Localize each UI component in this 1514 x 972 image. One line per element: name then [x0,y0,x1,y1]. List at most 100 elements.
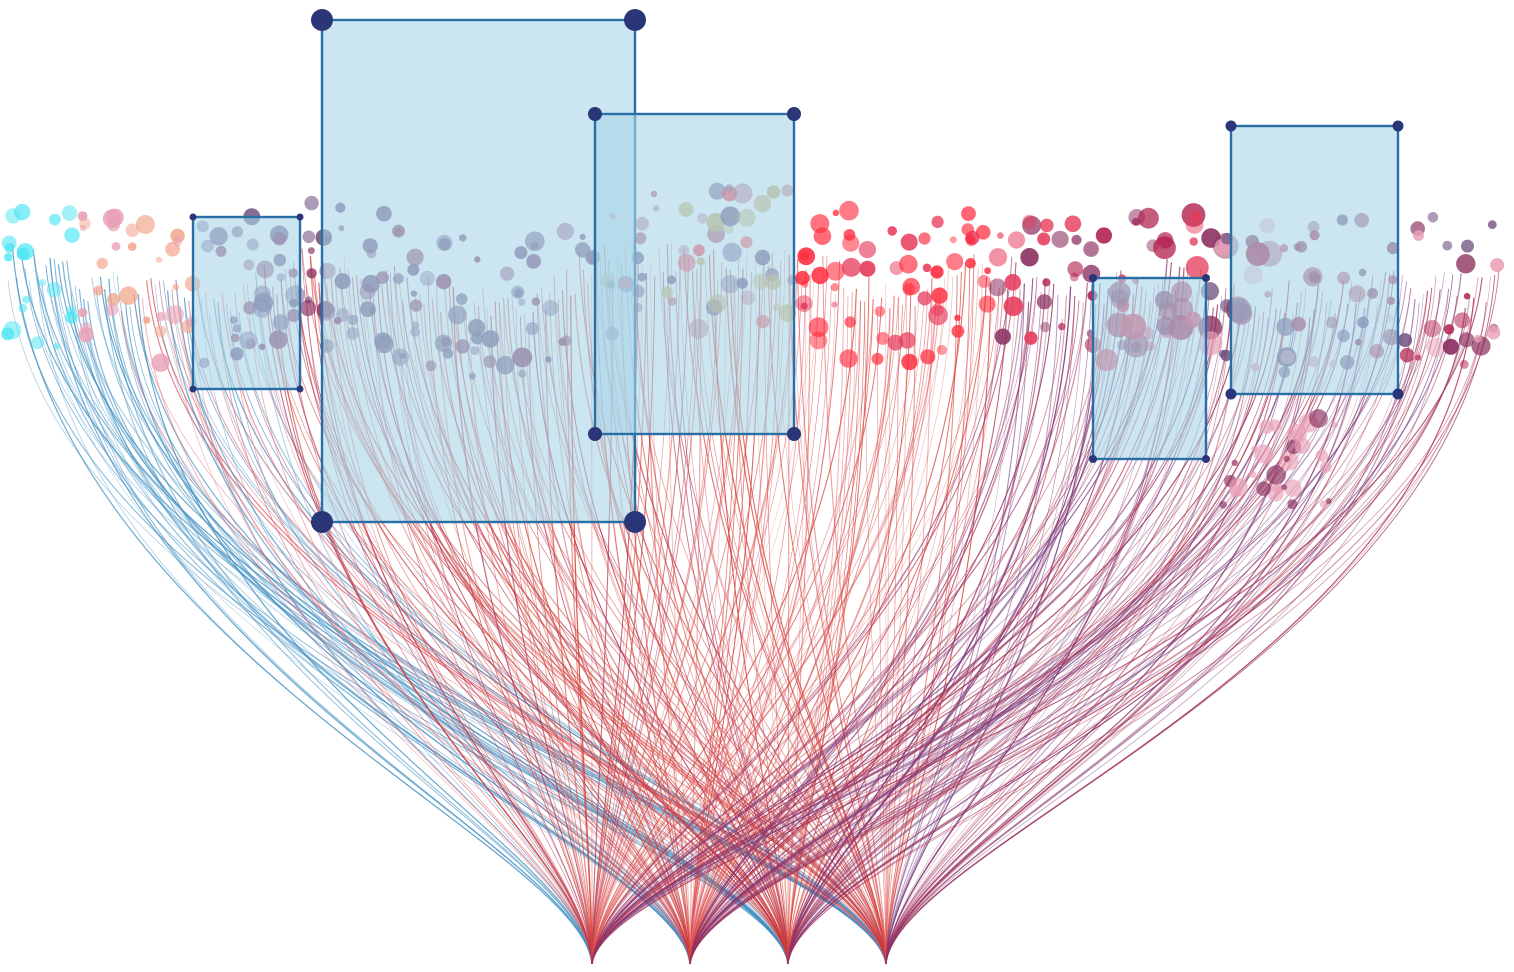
selection-rect[interactable] [595,114,794,434]
selection-box[interactable] [1089,274,1210,463]
data-node [106,209,124,227]
resize-handle[interactable] [311,511,333,533]
selection-box[interactable] [588,107,801,441]
data-node [18,304,27,313]
data-node [1219,501,1227,509]
data-node [918,232,930,244]
data-node [1249,471,1256,478]
resize-handle[interactable] [190,214,197,221]
data-node [937,345,947,355]
data-node [3,321,21,339]
resize-handle[interactable] [787,427,801,441]
data-node [950,236,957,243]
data-node [1037,294,1052,309]
resize-handle[interactable] [311,9,333,31]
data-node [899,255,918,274]
selection-box[interactable] [190,214,304,393]
data-node [842,235,859,252]
resize-handle[interactable] [1393,121,1404,132]
data-node [1040,219,1054,233]
resize-handle[interactable] [1089,274,1097,282]
flow-link [690,308,1465,964]
data-node [989,279,1007,297]
data-node [1428,212,1439,223]
data-node [1138,208,1159,229]
data-node [155,326,167,338]
selection-box[interactable] [1226,121,1404,400]
data-node [2,236,17,251]
resize-handle[interactable] [1393,389,1404,400]
data-node [1022,215,1036,229]
resize-handle[interactable] [297,214,304,221]
resize-handle[interactable] [588,107,602,121]
data-node [965,258,976,269]
data-node [1309,409,1328,428]
data-node [1284,456,1290,462]
data-node [1042,278,1050,286]
data-node [1316,449,1328,461]
data-node [1083,241,1099,257]
data-node [995,329,1011,345]
data-node [93,285,103,295]
data-node [1474,335,1482,343]
data-node [79,218,91,230]
selection-rect[interactable] [322,20,635,522]
resize-handle[interactable] [1089,455,1097,463]
data-node [14,204,30,220]
data-node [1488,220,1497,229]
resize-handle[interactable] [297,386,304,393]
resize-handle[interactable] [624,511,646,533]
data-node [1005,274,1022,291]
data-node [876,332,889,345]
resize-handle[interactable] [190,386,197,393]
data-node [1232,460,1238,466]
resize-handle[interactable] [1202,274,1210,282]
data-node [932,216,944,228]
data-node [901,354,917,370]
resize-handle[interactable] [1202,455,1210,463]
data-node [875,306,886,317]
data-node [826,262,845,281]
data-node [17,243,34,260]
data-node [984,267,991,274]
data-node [1254,444,1273,463]
data-node [1281,484,1287,490]
data-node [308,247,315,254]
resize-handle[interactable] [787,107,801,121]
data-node [1444,324,1454,334]
data-node [1287,499,1297,509]
data-node [53,343,60,350]
resize-handle[interactable] [588,427,602,441]
data-node [1157,232,1173,248]
selection-rect[interactable] [1093,278,1206,459]
resize-handle[interactable] [1226,389,1237,400]
selection-rect[interactable] [193,217,300,389]
data-node [811,267,828,284]
selection-rect[interactable] [1231,126,1398,394]
data-node [1065,216,1082,233]
data-node [151,354,169,372]
data-node [1460,360,1469,369]
data-node [899,332,916,349]
data-node [1415,355,1421,361]
data-node [78,308,87,317]
data-node [859,241,876,258]
data-node [833,210,840,217]
resize-handle[interactable] [624,9,646,31]
data-node [978,275,991,288]
data-node [997,232,1004,239]
data-node [920,349,935,364]
data-node [810,214,829,233]
data-node [300,300,316,316]
data-node [930,265,943,278]
data-node [1320,500,1327,507]
data-node [64,228,79,243]
resize-handle[interactable] [1226,121,1237,132]
data-node [839,201,859,221]
data-node [918,291,932,305]
data-node [796,295,813,312]
data-node [810,332,828,350]
data-node [1332,422,1338,428]
